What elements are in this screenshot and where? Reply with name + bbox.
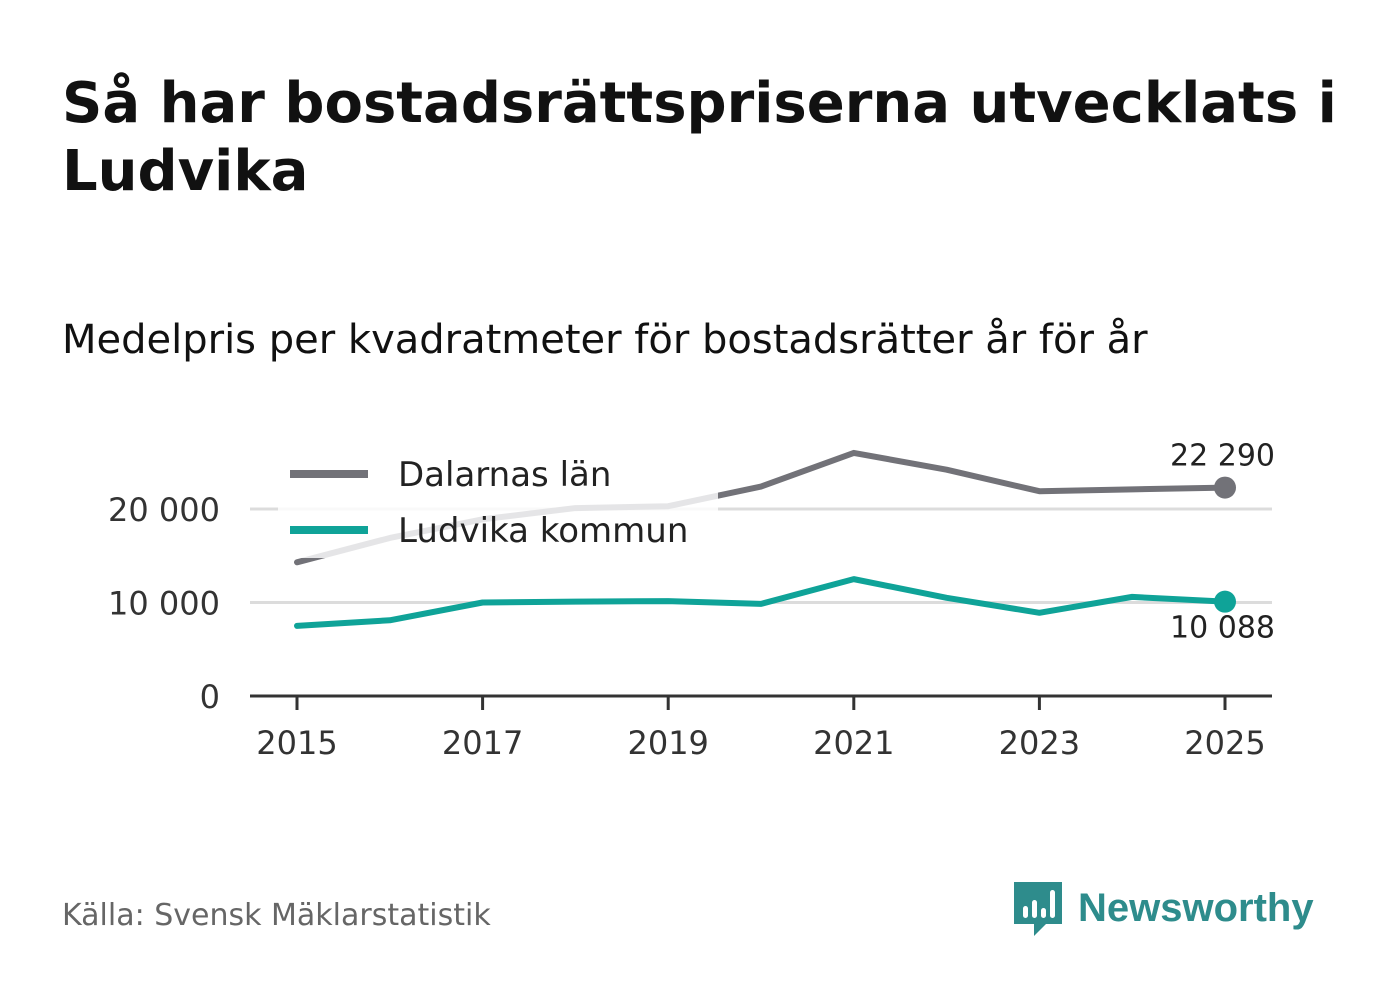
label-layer: 0 10 000 20 000 22 290 10 088 2015 2017 2019 202… [108, 439, 1275, 762]
y-tick-label: 20 000 [108, 491, 220, 529]
x-tick-label: 2015 [256, 724, 337, 762]
series-line [294, 576, 1228, 629]
x-tick-label: 2021 [813, 724, 894, 762]
x-tick-label: 2025 [1184, 724, 1265, 762]
source-note: Källa: Svensk Mäklarstatistik [62, 898, 491, 933]
y-tick-label: 10 000 [108, 585, 220, 623]
legend-label: Ludvika kommun [398, 511, 688, 551]
series-end-marker [1214, 590, 1236, 613]
end-value-label: 10 088 [1170, 611, 1275, 646]
legend-label: Dalarnas län [398, 455, 611, 495]
y-tick-label: 0 [200, 678, 220, 716]
chart-title: Så har bostadsrättspriserna utvecklats i… [62, 71, 1337, 204]
brand-name: Newsworthy [1078, 885, 1314, 930]
axis-layer [250, 694, 1272, 710]
end-value-label: 22 290 [1170, 439, 1275, 474]
line-chart: Dalarnas län Ludvika kommun 0 10 000 20 000… [108, 439, 1275, 762]
brand-logo: Newsworthy [1012, 878, 1314, 938]
newsworthy-logo-icon [1014, 882, 1062, 936]
legend-layer: Dalarnas län Ludvika kommun [278, 446, 718, 558]
x-tick-label: 2019 [627, 724, 708, 762]
x-tick-label: 2023 [999, 724, 1080, 762]
chart-subtitle: Medelpris per kvadratmeter för bostadsrä… [62, 317, 1148, 363]
legend-background [278, 446, 718, 558]
series-end-marker [1214, 476, 1236, 499]
x-tick-label: 2017 [442, 724, 523, 762]
